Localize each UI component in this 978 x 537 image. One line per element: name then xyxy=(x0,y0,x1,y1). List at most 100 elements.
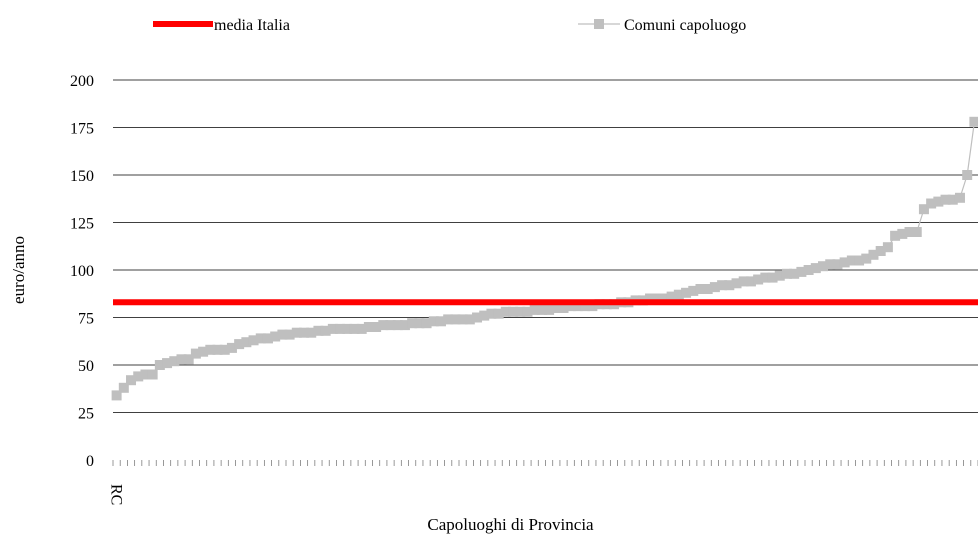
data-point xyxy=(969,116,978,127)
data-point xyxy=(479,310,490,321)
data-point xyxy=(435,316,446,327)
data-point xyxy=(407,318,418,329)
data-point xyxy=(327,323,338,334)
data-point xyxy=(457,314,468,325)
data-point xyxy=(176,354,187,365)
data-point xyxy=(111,390,122,401)
data-point xyxy=(818,261,829,272)
data-point xyxy=(947,194,958,205)
data-point xyxy=(789,268,800,279)
data-point xyxy=(904,227,915,237)
data-point xyxy=(262,333,273,344)
data-point xyxy=(918,204,929,215)
data-point xyxy=(154,360,165,370)
data-point xyxy=(709,282,720,293)
data-point xyxy=(890,230,901,241)
data-point xyxy=(335,323,346,334)
data-point xyxy=(854,255,865,266)
data-point xyxy=(645,293,656,304)
data-point xyxy=(126,375,137,386)
data-point xyxy=(255,333,266,344)
data-point xyxy=(162,358,173,369)
data-point xyxy=(399,320,410,331)
data-point xyxy=(356,323,367,334)
data-point xyxy=(875,246,886,256)
data-point xyxy=(724,280,735,291)
data-point xyxy=(926,198,937,209)
y-tick-label: 125 xyxy=(70,216,94,233)
data-point xyxy=(450,314,461,325)
data-point xyxy=(241,337,252,348)
data-point xyxy=(911,227,922,237)
data-point xyxy=(738,276,749,287)
data-point xyxy=(810,263,821,274)
data-point xyxy=(846,255,857,266)
data-point xyxy=(508,306,519,317)
data-point xyxy=(796,266,807,277)
data-point xyxy=(940,194,951,205)
data-point xyxy=(544,304,555,315)
data-point xyxy=(493,308,504,319)
data-point xyxy=(464,314,475,325)
data-point xyxy=(284,329,295,340)
y-tick-label: 100 xyxy=(70,263,94,280)
y-tick-label: 75 xyxy=(78,311,94,328)
data-point xyxy=(954,192,965,203)
data-point xyxy=(313,325,324,336)
data-point xyxy=(378,320,389,331)
data-point xyxy=(587,301,598,312)
data-point xyxy=(500,306,511,317)
data-point xyxy=(205,344,216,355)
series-layer xyxy=(111,116,978,401)
data-point xyxy=(299,327,310,338)
data-point xyxy=(277,329,288,340)
data-point xyxy=(118,382,129,393)
legend: media Italia Comuni capoluogo xyxy=(153,17,746,34)
data-point xyxy=(745,276,756,287)
data-point xyxy=(673,289,684,300)
data-point xyxy=(681,287,692,298)
y-tick-label: 0 xyxy=(86,453,94,470)
data-point xyxy=(702,284,713,294)
data-point xyxy=(933,196,944,207)
data-point xyxy=(897,228,908,239)
data-point xyxy=(486,308,497,319)
data-point xyxy=(825,259,836,270)
grid-lines xyxy=(113,79,978,413)
y-axis-tick-labels: 0 25 50 75 100 125 150 175 200 xyxy=(70,73,94,470)
y-tick-label: 200 xyxy=(70,73,94,90)
data-point xyxy=(219,344,230,355)
data-point xyxy=(659,293,670,304)
y-axis-title: euro/anno xyxy=(9,236,28,304)
legend-swatch-comuni-marker xyxy=(594,19,604,29)
data-point xyxy=(753,274,764,285)
data-point xyxy=(839,257,850,268)
data-point xyxy=(392,320,403,331)
data-point xyxy=(529,304,540,315)
data-point xyxy=(522,306,533,317)
legend-label-media-italia: media Italia xyxy=(214,17,290,34)
data-point xyxy=(342,323,353,334)
data-point xyxy=(169,356,180,367)
x-axis-title: Capoluoghi di Provincia xyxy=(427,515,594,534)
data-point xyxy=(414,318,425,329)
data-point xyxy=(349,323,360,334)
data-point xyxy=(198,346,209,357)
y-tick-label: 175 xyxy=(70,121,94,138)
data-point xyxy=(248,335,259,346)
data-point xyxy=(565,301,576,312)
data-point xyxy=(234,339,245,350)
data-point xyxy=(428,316,439,327)
data-point xyxy=(320,325,331,336)
data-point xyxy=(190,348,201,359)
data-point xyxy=(832,259,843,270)
y-tick-label: 25 xyxy=(78,406,94,423)
data-point xyxy=(767,272,778,283)
data-point xyxy=(882,242,893,253)
data-point xyxy=(226,342,237,353)
data-point xyxy=(781,268,792,279)
data-point xyxy=(774,270,785,281)
x-tick-label-first: RC xyxy=(108,484,125,505)
data-point xyxy=(363,322,374,332)
